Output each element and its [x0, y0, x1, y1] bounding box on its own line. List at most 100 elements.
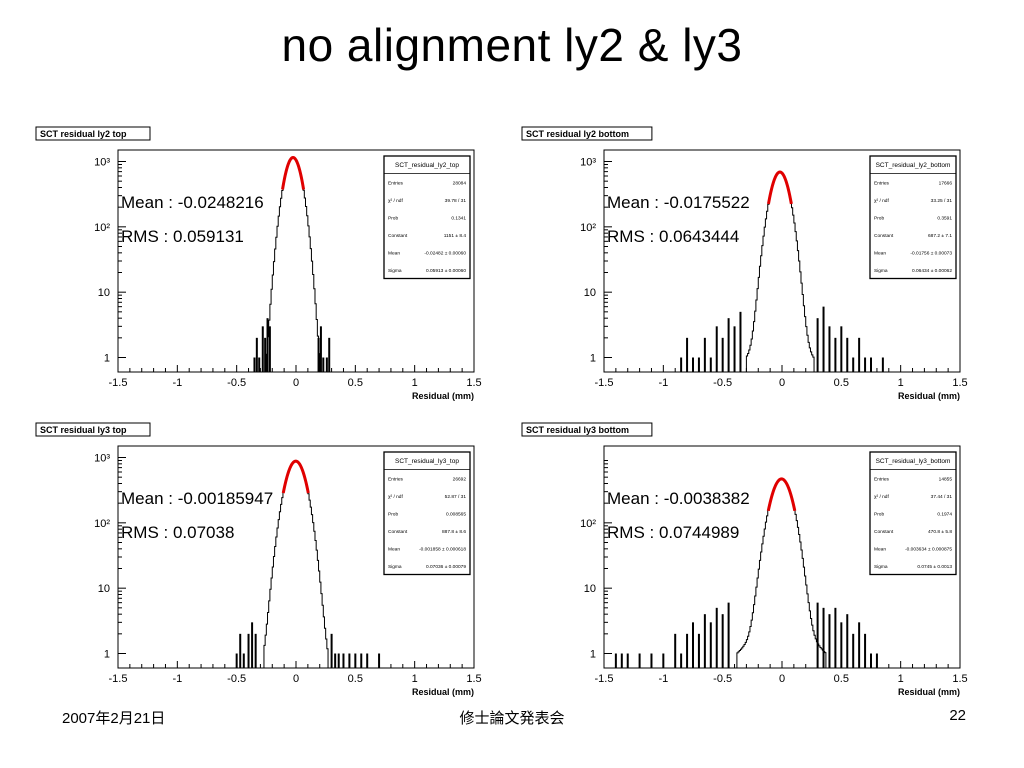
chart-title-border [35, 126, 151, 141]
stats-key: Constant [388, 529, 408, 535]
chart-svg: SCT residual ly2 bottom -1.5 -1 -0.5 0 0.5 1 1.… [521, 126, 968, 401]
stats-box-border [869, 155, 957, 280]
x-tick-label: 0.5 [834, 673, 849, 685]
chart-title-border [35, 422, 151, 437]
stats-value: -0.001858 ± 0.000618 [419, 547, 466, 553]
x-tick-label: 1.5 [466, 673, 481, 685]
y-tick-label: 10³ [94, 453, 110, 465]
stats-value: 28084 [453, 181, 467, 187]
x-tick-label: -1 [172, 673, 182, 685]
chart-title-border [521, 126, 653, 141]
stats-key: Mean [874, 251, 886, 257]
y-tick-label: 10² [94, 518, 110, 530]
stats-key: Constant [388, 233, 408, 239]
y-tick-label: 10² [580, 222, 596, 234]
stats-value: 0.008565 [446, 512, 466, 518]
x-tick-label: 0 [293, 673, 299, 685]
y-tick-label: 1 [590, 649, 596, 661]
stats-key: Sigma [388, 268, 402, 274]
x-tick-label: -0.5 [713, 673, 732, 685]
histogram-ly2-top: SCT residual ly2 top -1.5 -1 -0.5 0 0.5 1 1.5 Re… [32, 122, 492, 412]
x-tick-label: -0.5 [227, 673, 246, 685]
stats-box: SCT_residual_ly2_bottom Entries 17666 χ² / … [869, 155, 957, 280]
stats-value: 0.1974 [937, 512, 952, 518]
stats-key: χ² / ndf [874, 494, 889, 500]
gaussian-fit-curve [766, 170, 793, 205]
stats-key: χ² / ndf [388, 494, 403, 500]
x-tick-label: -1 [172, 377, 182, 389]
x-tick-label: -1 [658, 377, 668, 389]
chart-title: SCT residual ly3 top [40, 425, 127, 435]
x-tick-label: 1 [898, 673, 904, 685]
stats-box: SCT_residual_ly2_top Entries 28084 χ² / ndf… [383, 155, 471, 280]
stats-key: Entries [388, 181, 404, 187]
chart-title-box: SCT residual ly2 bottom [521, 126, 653, 141]
stats-key: Mean [388, 547, 400, 553]
gaussian-fit-curve [766, 477, 797, 512]
x-tick-label: 1 [412, 673, 418, 685]
stats-key: Constant [874, 529, 894, 535]
x-tick-label: -1.5 [109, 377, 128, 389]
chart-svg: SCT residual ly3 top -1.5 -1 -0.5 0 0.5 1 1.5 Re… [35, 422, 482, 697]
stats-value: 39.78 / 31 [445, 198, 467, 204]
chart-title-box: SCT residual ly2 top [35, 126, 151, 141]
chart-title-border [521, 422, 653, 437]
x-tick-label: 1.5 [952, 377, 967, 389]
stats-key: χ² / ndf [874, 198, 889, 204]
stats-value: 33.25 / 31 [931, 198, 953, 204]
x-tick-label: 0.5 [348, 673, 363, 685]
y-tick-label: 10² [94, 222, 110, 234]
stats-value: 0.0745 ± 0.0013 [917, 564, 952, 570]
stats-box-border [383, 155, 471, 280]
stats-key: Mean [874, 547, 886, 553]
stats-value: 470.8 ± 5.8 [928, 529, 952, 535]
stats-key: Constant [874, 233, 894, 239]
stats-value: 0.1341 [451, 216, 466, 222]
histogram-ly3-top: SCT residual ly3 top -1.5 -1 -0.5 0 0.5 1 1.5 Re… [32, 418, 492, 708]
stats-value: -0.01756 ± 0.00073 [910, 251, 952, 257]
chart-svg: SCT residual ly3 bottom -1.5 -1 -0.5 0 0.5 1 1.… [521, 422, 968, 697]
stats-key: Prob [874, 512, 884, 518]
y-tick-label: 10 [584, 287, 596, 299]
y-tick-label: 10³ [580, 157, 596, 169]
stats-value: 14855 [939, 477, 953, 483]
stats-box-name: SCT_residual_ly2_bottom [876, 162, 951, 169]
chart-title-box: SCT residual ly3 bottom [521, 422, 653, 437]
stats-value: -0.02482 ± 0.00060 [424, 251, 466, 257]
stats-key: Sigma [874, 268, 888, 274]
x-tick-label: -1.5 [109, 673, 128, 685]
stats-key: Mean [388, 251, 400, 257]
mean-label: Mean : -0.0175522 [607, 193, 750, 212]
x-tick-label: 0.5 [348, 377, 363, 389]
chart-svg: SCT residual ly2 top -1.5 -1 -0.5 0 0.5 1 1.5 Re… [35, 126, 482, 401]
x-tick-label: 0.5 [834, 377, 849, 389]
y-tick-label: 10³ [94, 157, 110, 169]
y-tick-label: 1 [104, 353, 110, 365]
x-axis-label: Residual (mm) [412, 391, 474, 401]
chart-title: SCT residual ly2 bottom [526, 129, 629, 139]
histogram-ly2-bottom: SCT residual ly2 bottom -1.5 -1 -0.5 0 0.5 1 1.… [518, 122, 978, 412]
x-tick-label: 0 [293, 377, 299, 389]
stats-value: 52.87 / 31 [445, 494, 467, 500]
stats-key: Sigma [874, 564, 888, 570]
y-tick-label: 10 [98, 287, 110, 299]
stats-value: 37.44 / 31 [931, 494, 953, 500]
stats-box: SCT_residual_ly3_bottom Entries 14855 χ² / … [869, 451, 957, 576]
mean-label: Mean : -0.0248216 [121, 193, 264, 212]
stats-box-name: SCT_residual_ly3_top [395, 458, 459, 465]
stats-value: 0.05913 ± 0.00060 [426, 268, 466, 274]
stats-value: 0.3591 [937, 216, 952, 222]
x-tick-label: -1.5 [595, 673, 614, 685]
rms-label: RMS : 0.059131 [121, 227, 244, 246]
x-tick-label: -0.5 [227, 377, 246, 389]
footer-date: 2007年2月21日 [62, 710, 166, 727]
y-tick-label: 10 [584, 583, 596, 595]
rms-label: RMS : 0.07038 [121, 523, 234, 542]
stats-value: 17666 [939, 181, 953, 187]
gaussian-fit-curve [281, 156, 306, 190]
x-tick-label: -1 [658, 673, 668, 685]
x-axis-label: Residual (mm) [412, 687, 474, 697]
stats-value: 1151 ± 8.4 [444, 233, 467, 239]
stats-box-border [869, 451, 957, 576]
stats-value: 0.07036 ± 0.00079 [426, 564, 466, 570]
